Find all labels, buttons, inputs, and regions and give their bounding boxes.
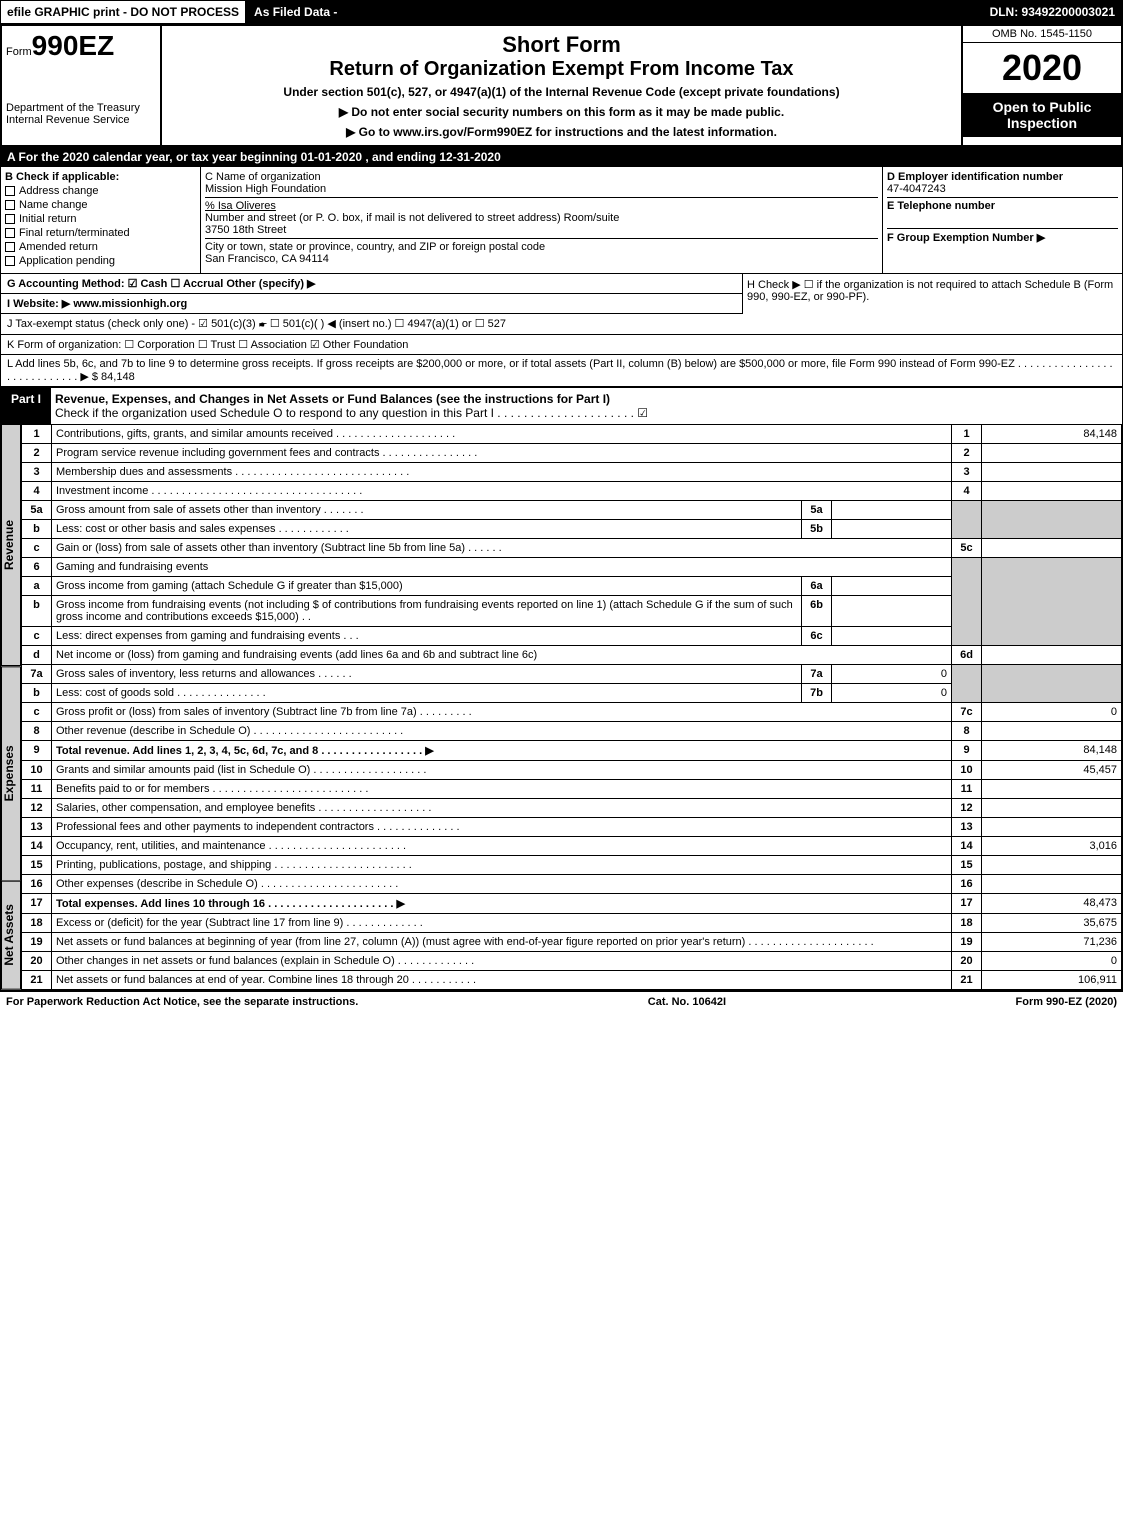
e-label: E Telephone number: [887, 197, 1118, 212]
line-3: 3Membership dues and assessments . . . .…: [22, 463, 1122, 482]
cb-address[interactable]: [5, 186, 15, 196]
row-h: H Check ▶ ☐ if the organization is not r…: [742, 274, 1122, 314]
row-g: G Accounting Method: ☑ Cash ☐ Accrual Ot…: [1, 274, 742, 294]
cb-label-amended: Amended return: [19, 241, 98, 253]
cb-label-pending: Application pending: [19, 255, 115, 267]
under-section: Under section 501(c), 527, or 4947(a)(1)…: [168, 85, 955, 99]
line-1: 1Contributions, gifts, grants, and simil…: [22, 425, 1122, 444]
cb-name[interactable]: [5, 200, 15, 210]
lines-table: 1Contributions, gifts, grants, and simil…: [21, 424, 1122, 990]
cb-final[interactable]: [5, 228, 15, 238]
d-label: D Employer identification number: [887, 171, 1118, 183]
info-grid: B Check if applicable: Address change Na…: [1, 167, 1122, 274]
form-number-box: Form990EZ Department of the Treasury Int…: [2, 26, 162, 145]
footer: For Paperwork Reduction Act Notice, see …: [0, 991, 1123, 1012]
cb-label-address: Address change: [19, 185, 99, 197]
arrow-goto: ▶ Go to www.irs.gov/Form990EZ for instru…: [168, 125, 955, 139]
row-k: K Form of organization: ☐ Corporation ☐ …: [1, 335, 1122, 355]
line-16: 16Other expenses (describe in Schedule O…: [22, 875, 1122, 894]
line-18: 18Excess or (deficit) for the year (Subt…: [22, 914, 1122, 933]
street: 3750 18th Street: [205, 224, 878, 236]
line-2: 2Program service revenue including gover…: [22, 444, 1122, 463]
netassets-label: Net Assets: [1, 881, 21, 990]
header-bar: efile GRAPHIC print - DO NOT PROCESS As …: [0, 0, 1123, 24]
cb-pending[interactable]: [5, 256, 15, 266]
line-7c: cGross profit or (loss) from sales of in…: [22, 703, 1122, 722]
line-7a: 7aGross sales of inventory, less returns…: [22, 665, 1122, 684]
cb-label-initial: Initial return: [19, 213, 76, 225]
line-5a: 5aGross amount from sale of assets other…: [22, 501, 1122, 520]
row-i-text: I Website: ▶ www.missionhigh.org: [7, 297, 187, 310]
org-name: Mission High Foundation: [205, 183, 878, 195]
footer-left: For Paperwork Reduction Act Notice, see …: [6, 996, 358, 1008]
row-j: J Tax-exempt status (check only one) - ☑…: [1, 314, 1122, 335]
dept-label: Department of the Treasury: [6, 102, 156, 114]
row-g-text: G Accounting Method: ☑ Cash ☐ Accrual Ot…: [7, 277, 316, 290]
line-14: 14Occupancy, rent, utilities, and mainte…: [22, 837, 1122, 856]
line-8: 8Other revenue (describe in Schedule O) …: [22, 722, 1122, 741]
line-9: 9Total revenue. Add lines 1, 2, 3, 4, 5c…: [22, 741, 1122, 761]
c-label1: C Name of organization: [205, 171, 878, 183]
box-b-title: B Check if applicable:: [5, 171, 196, 183]
footer-mid: Cat. No. 10642I: [648, 996, 726, 1008]
line-6: 6Gaming and fundraising events: [22, 558, 1122, 577]
care-of: % Isa Oliveres: [205, 200, 878, 212]
form-title-block: Form990EZ Department of the Treasury Int…: [0, 24, 1123, 147]
row-a: A For the 2020 calendar year, or tax yea…: [1, 147, 1122, 167]
part1-desc: Revenue, Expenses, and Changes in Net As…: [55, 392, 1118, 406]
row-l: L Add lines 5b, 6c, and 7b to line 9 to …: [1, 355, 1122, 387]
cb-label-final: Final return/terminated: [19, 227, 130, 239]
form-prefix: Form: [6, 46, 32, 58]
form-number: 990EZ: [32, 30, 115, 61]
footer-right: Form 990-EZ (2020): [1016, 996, 1117, 1008]
expenses-label: Expenses: [1, 666, 21, 881]
line-6d: dNet income or (loss) from gaming and fu…: [22, 646, 1122, 665]
dln-label: DLN: 93492200003021: [982, 1, 1123, 23]
line-15: 15Printing, publications, postage, and s…: [22, 856, 1122, 875]
main-table: Revenue Expenses Net Assets 1Contributio…: [1, 424, 1122, 990]
col-c-org: C Name of organization Mission High Foun…: [201, 167, 882, 273]
row-i: I Website: ▶ www.missionhigh.org: [1, 294, 742, 314]
line-17: 17Total expenses. Add lines 10 through 1…: [22, 894, 1122, 914]
line-10: 10Grants and similar amounts paid (list …: [22, 761, 1122, 780]
line-20: 20Other changes in net assets or fund ba…: [22, 952, 1122, 971]
c-label2: Number and street (or P. O. box, if mail…: [205, 212, 878, 224]
arrow-ssn: ▶ Do not enter social security numbers o…: [168, 105, 955, 119]
c-label3: City or town, state or province, country…: [205, 241, 878, 253]
form-right-box: OMB No. 1545-1150 2020 Open to Public In…: [961, 26, 1121, 145]
part1-check: Check if the organization used Schedule …: [55, 406, 1118, 420]
short-form-title: Short Form: [168, 32, 955, 58]
line-13: 13Professional fees and other payments t…: [22, 818, 1122, 837]
cb-initial[interactable]: [5, 214, 15, 224]
tax-year: 2020: [963, 43, 1121, 93]
return-title: Return of Organization Exempt From Incom…: [168, 58, 955, 81]
line-12: 12Salaries, other compensation, and empl…: [22, 799, 1122, 818]
col-b-checkboxes: B Check if applicable: Address change Na…: [1, 167, 201, 273]
line-5c: cGain or (loss) from sale of assets othe…: [22, 539, 1122, 558]
line-21: 21Net assets or fund balances at end of …: [22, 971, 1122, 990]
form-title-center: Short Form Return of Organization Exempt…: [162, 26, 961, 145]
efile-label: efile GRAPHIC print - DO NOT PROCESS: [0, 0, 246, 24]
omb-label: OMB No. 1545-1150: [963, 26, 1121, 43]
line-19: 19Net assets or fund balances at beginni…: [22, 933, 1122, 952]
open-inspection: Open to Public Inspection: [963, 93, 1121, 137]
f-label: F Group Exemption Number ▶: [887, 228, 1118, 244]
irs-label: Internal Revenue Service: [6, 114, 156, 126]
ein: 47-4047243: [887, 183, 1118, 195]
line-4: 4Investment income . . . . . . . . . . .…: [22, 482, 1122, 501]
cb-label-name: Name change: [19, 199, 88, 211]
asfiled-label: As Filed Data -: [246, 1, 345, 23]
revenue-label: Revenue: [1, 424, 21, 666]
col-d-ein: D Employer identification number 47-4047…: [882, 167, 1122, 273]
part1-title: Part I: [1, 388, 51, 424]
cb-amended[interactable]: [5, 242, 15, 252]
city: San Francisco, CA 94114: [205, 253, 878, 265]
line-11: 11Benefits paid to or for members . . . …: [22, 780, 1122, 799]
